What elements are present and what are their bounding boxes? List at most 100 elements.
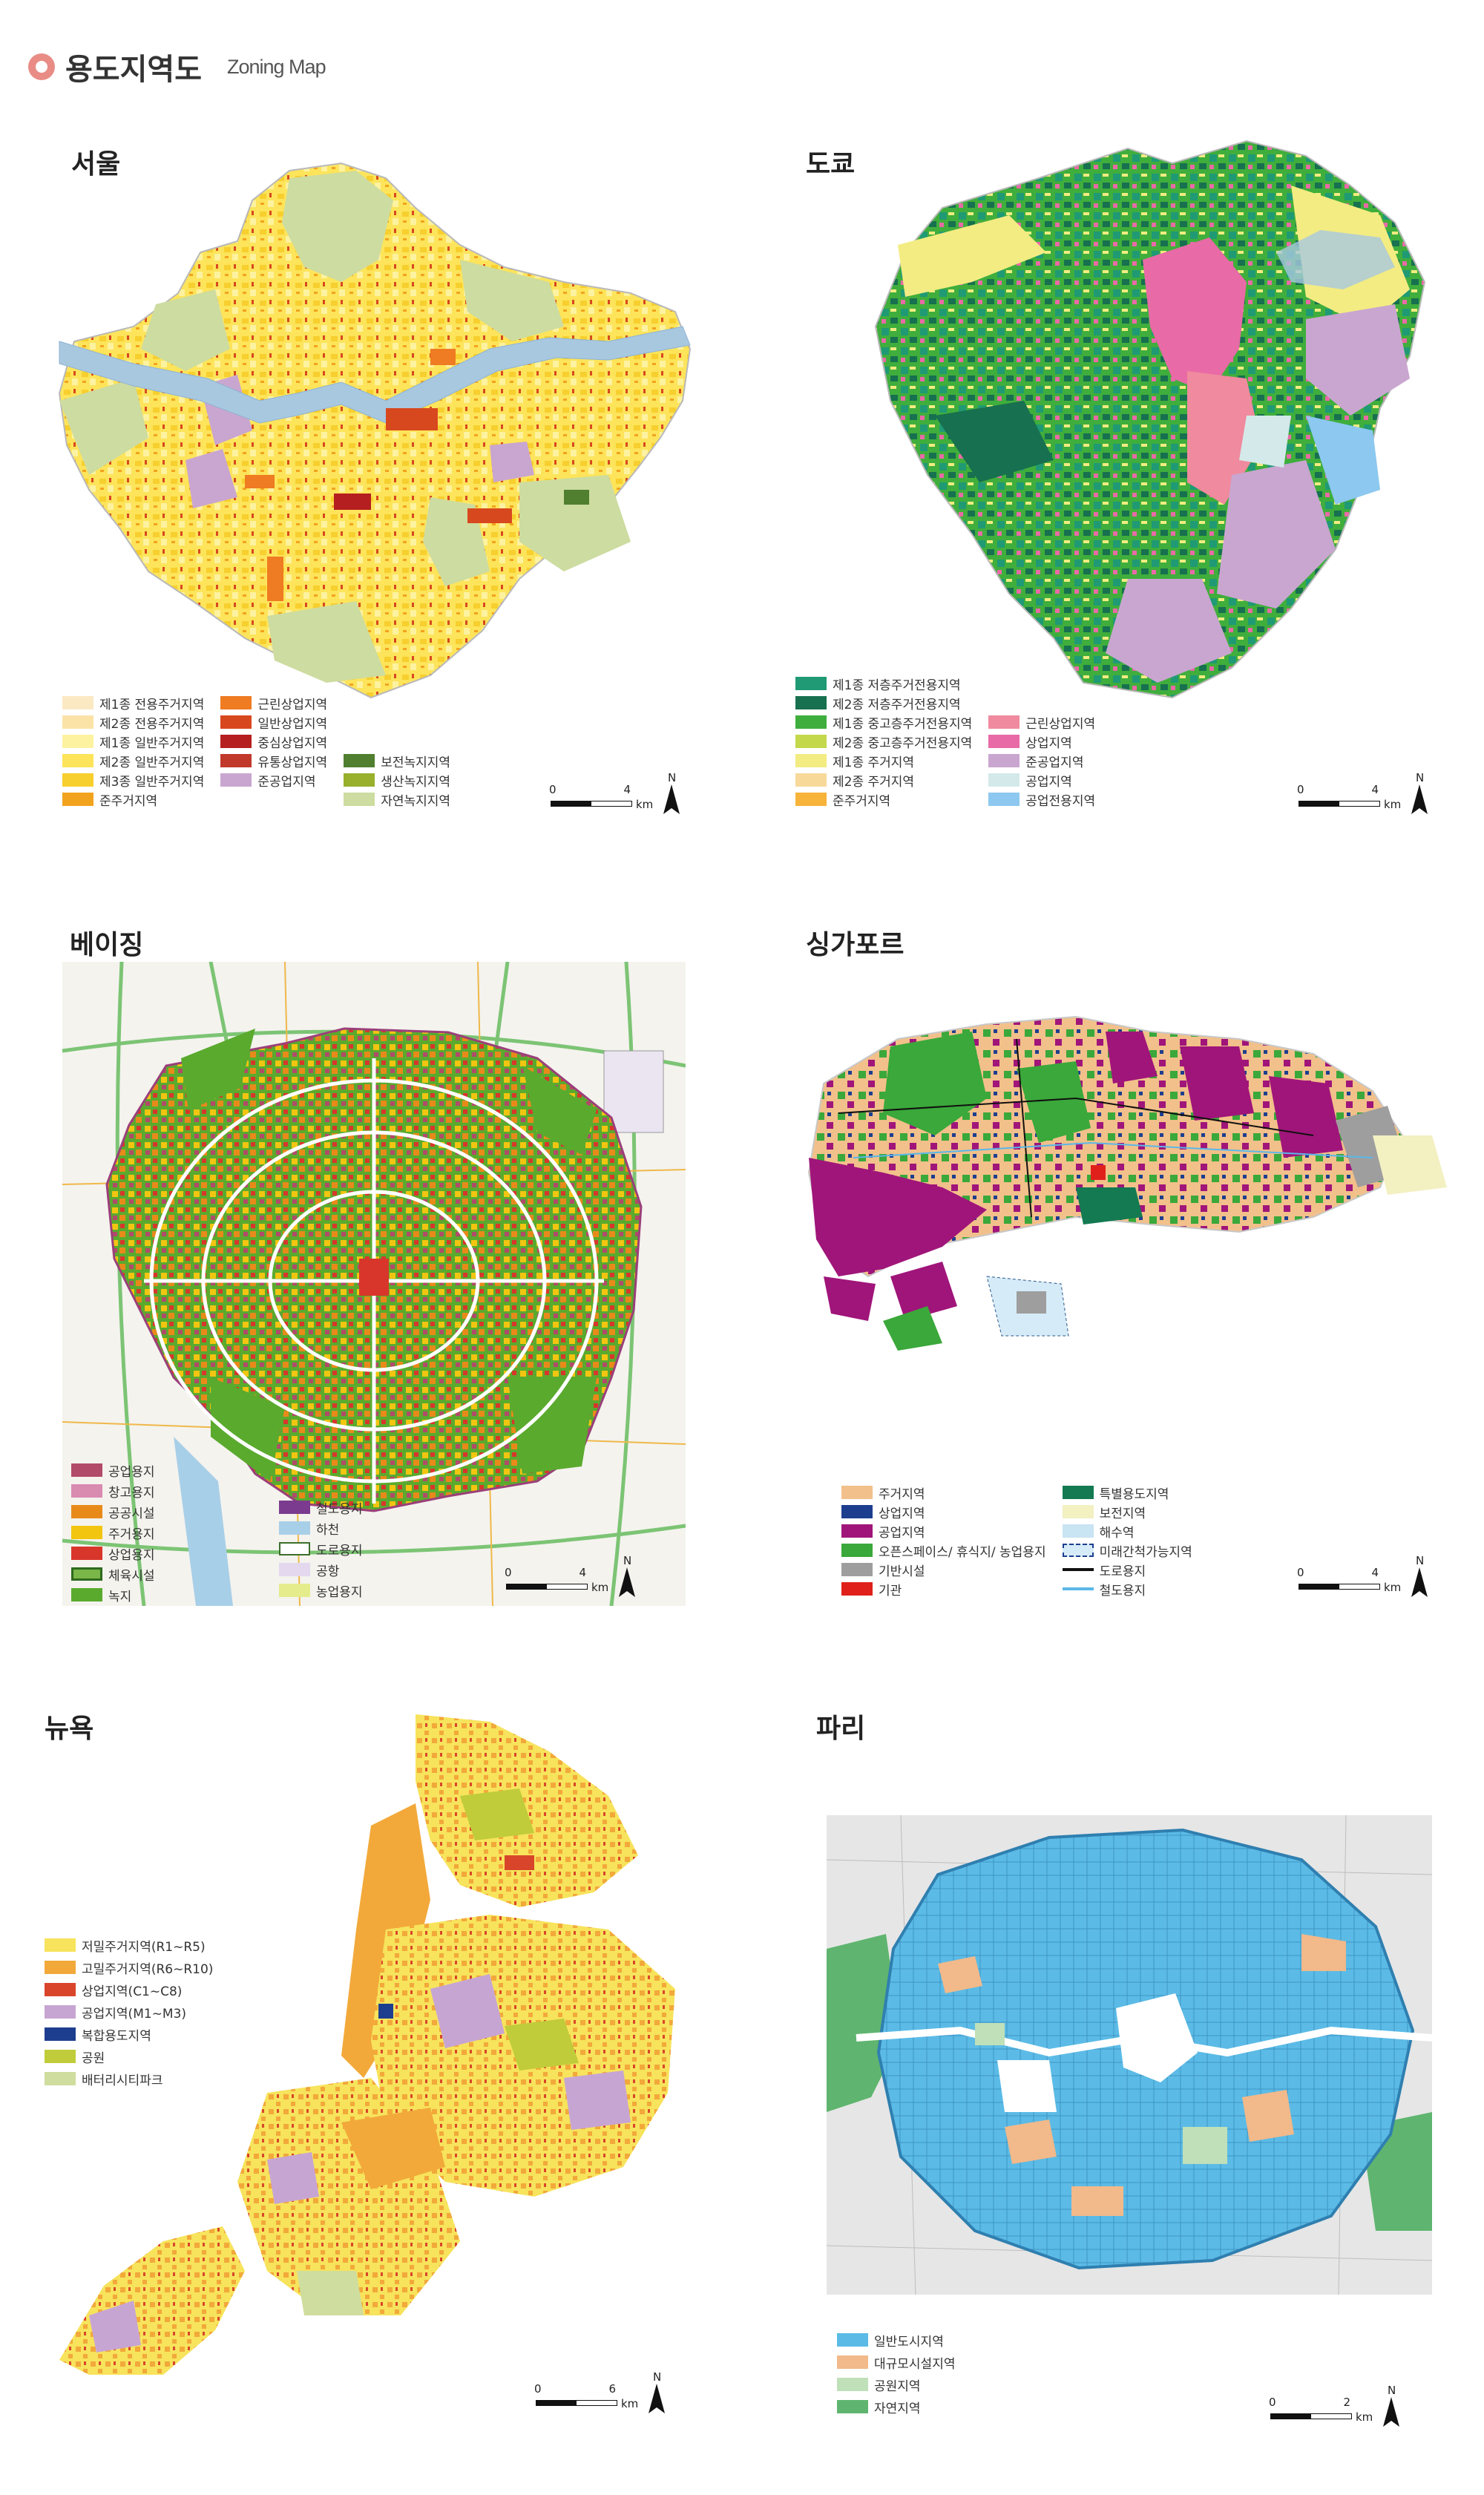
legend-item: 공원 (45, 2048, 213, 2066)
legend-item: 상업지역 (988, 733, 1095, 751)
legend-label: 공항 (316, 1564, 340, 1579)
legend-item: 상업용지 (71, 1545, 155, 1563)
legend-item: 체육시설 (71, 1566, 155, 1584)
scale-start: 0 (1297, 783, 1304, 796)
legend-item: 공업지역 (841, 1523, 1046, 1541)
legend-item (988, 695, 1095, 711)
legend-item: 일반상업지역 (220, 714, 327, 732)
page-title: 용도지역도 (65, 53, 202, 87)
legend-label: 상업용지 (108, 1547, 155, 1563)
legend-item: 일반도시지역 (837, 2332, 955, 2350)
legend-label: 주거지역 (879, 1486, 925, 1502)
legend-item: 자연지역 (837, 2399, 955, 2416)
legend-label: 상업지역 (879, 1506, 925, 1521)
legend-swatch (988, 715, 1020, 729)
scale-end: 4 (579, 1566, 586, 1579)
legend-label: 철도용지 (1099, 1583, 1146, 1599)
legend-item: 창고용지 (71, 1483, 155, 1501)
legend-label: 도로용지 (1099, 1564, 1146, 1579)
legend-swatch (988, 735, 1020, 748)
legend-label: 제1종 일반주거지역 (99, 735, 205, 751)
legend-item: 농업용지 (279, 1582, 363, 1600)
legend-swatch (988, 793, 1020, 806)
legend-label: 농업용지 (316, 1584, 363, 1600)
newyork-map (45, 1707, 683, 2375)
legend-item: 제1종 주거지역 (795, 753, 972, 770)
legend-item: 생산녹지지역 (344, 772, 450, 790)
legend-swatch (71, 1567, 102, 1581)
north-arrow-icon (619, 1567, 635, 1597)
legend-item: 배터리시티파크 (45, 2071, 213, 2088)
legend-label: 상업지역(C1∼C8) (82, 1984, 183, 1999)
legend-item (344, 695, 450, 711)
legend-swatch (220, 715, 252, 729)
legend-label: 공업용지 (108, 1464, 155, 1480)
legend-item (220, 791, 327, 807)
legend-item: 기반시설 (841, 1561, 1046, 1579)
legend-swatch (795, 773, 827, 787)
page-subtitle: Zoning Map (227, 55, 326, 78)
legend-swatch (344, 754, 375, 767)
legend-swatch (45, 1938, 76, 1952)
scale-bar (551, 801, 632, 807)
legend-item: 공공시설 (71, 1504, 155, 1521)
legend-item: 복합용도지역 (45, 2026, 213, 2044)
legend-item: 대규모시설지역 (837, 2354, 956, 2372)
legend-item: 제2종 저층주거전용지역 (795, 695, 972, 712)
legend-item: 도로용지 (279, 1541, 363, 1558)
legend-item: 하천 (279, 1520, 363, 1538)
north-label: N (1388, 2384, 1396, 2397)
north-label: N (1416, 1554, 1425, 1567)
scale-bar (1298, 1584, 1380, 1590)
legend-label: 보전지역 (1099, 1506, 1146, 1521)
seoul-map (45, 156, 697, 705)
legend-item: 해수역 (1062, 1523, 1192, 1541)
legend-label: 대규모시설지역 (874, 2356, 956, 2372)
legend-swatch (795, 793, 827, 806)
legend-swatch (45, 2072, 76, 2085)
legend-label: 공원지역 (874, 2378, 921, 2394)
legend-item: 오픈스페이스/ 휴식지/ 농업용지 (841, 1542, 1046, 1560)
legend-item (988, 675, 1095, 692)
singapore-title: 싱가포르 (806, 930, 904, 960)
legend-label: 근린상업지역 (257, 697, 328, 712)
circle-bullet-icon (28, 53, 55, 80)
newyork-legend: 저밀주거지역(R1∼R5) 고밀주거지역(R6∼R10) 상업지역(C1∼C8)… (45, 1937, 213, 2090)
legend-swatch (837, 2400, 868, 2413)
legend-swatch (841, 1486, 873, 1499)
north-arrow-icon (1411, 1567, 1428, 1597)
legend-item: 공업지역(M1∼M3) (45, 2004, 213, 2022)
legend-swatch (71, 1588, 102, 1601)
legend-label: 제2종 일반주거지역 (99, 755, 205, 770)
legend-swatch (837, 2355, 868, 2369)
legend-item: 공업지역 (988, 772, 1095, 790)
legend-swatch (279, 1584, 310, 1597)
legend-item: 보전지역 (1062, 1504, 1192, 1521)
legend-label: 제3종 일반주거지역 (99, 774, 205, 790)
legend-label: 제2종 중고층주거전용지역 (833, 735, 973, 751)
legend-label: 해수역 (1099, 1525, 1135, 1541)
legend-swatch (62, 715, 93, 729)
seoul-legend: 제1종 전용주거지역 제2종 전용주거지역 제1종 일반주거지역 제2종 일반주… (62, 695, 450, 809)
legend-item: 보전녹지지역 (344, 753, 450, 770)
legend-label: 체육시설 (108, 1568, 155, 1584)
legend-swatch (837, 2378, 868, 2391)
legend-item: 제1종 중고층주거전용지역 (795, 714, 972, 732)
paris-title: 파리 (816, 1714, 866, 1744)
legend-swatch (71, 1484, 102, 1498)
legend-label: 복합용도지역 (82, 2028, 151, 2044)
legend-label: 제1종 저층주거전용지역 (833, 678, 961, 693)
legend-swatch (344, 773, 375, 787)
legend-label: 배터리시티파크 (82, 2073, 163, 2088)
legend-item: 특별용도지역 (1062, 1484, 1192, 1502)
legend-swatch (279, 1501, 310, 1514)
newyork-scale-bar: 0 6 km N (534, 2370, 675, 2427)
legend-label: 기반시설 (879, 1564, 925, 1579)
legend-item: 공원지역 (837, 2376, 955, 2394)
legend-item: 제2종 전용주거지역 (62, 714, 204, 732)
legend-label: 미래간척가능지역 (1099, 1544, 1192, 1560)
legend-item: 공업용지 (71, 1462, 155, 1480)
legend-item: 유통상업지역 (220, 753, 327, 770)
paris-scale-bar: 0 2 km N (1269, 2384, 1410, 2440)
legend-label: 녹지 (108, 1589, 132, 1604)
